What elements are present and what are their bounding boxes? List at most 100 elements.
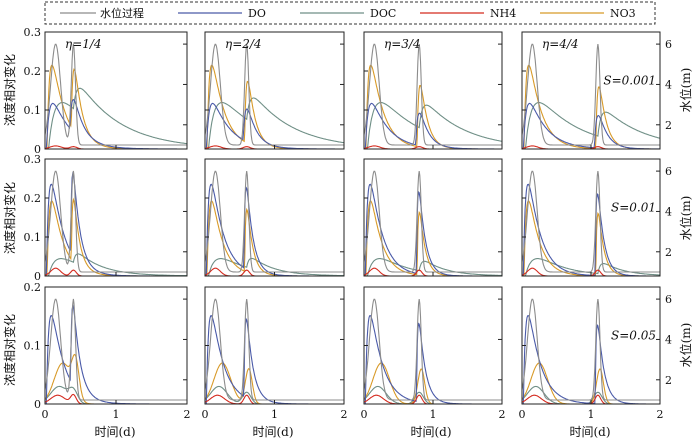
x-tick-label: 0 [42, 408, 49, 421]
x-tick-label: 1 [113, 408, 120, 421]
series-water-level [364, 170, 502, 273]
left-axis-label-row3: 浓度相对变化 [2, 314, 17, 386]
panel-r1-c4: 2 4 6 η=4/4 S=0.001 [521, 31, 672, 150]
panel-frame [44, 286, 188, 405]
series-doc [364, 102, 502, 149]
series-water-level [364, 298, 502, 401]
series-no3 [205, 362, 344, 404]
s-label: S=0.01 [611, 201, 656, 215]
series-nh4 [205, 394, 344, 404]
series-doc [522, 102, 660, 149]
s-label: S=0.001 [603, 74, 656, 88]
panel-r2-c2 [204, 158, 345, 277]
series-doc [205, 97, 344, 149]
panel-r2-c1: 0 0.1 0.2 0.3 [24, 153, 188, 283]
panel-r2-c3 [363, 158, 503, 277]
panel-frame [204, 158, 345, 277]
panel-r3-c4: 0 1 2 2 4 6 S=0.05 [519, 286, 672, 421]
right-axis-label-row3: 水位(m) [678, 323, 693, 368]
right-axis-label-row1: 水位(m) [678, 68, 693, 113]
y-tick-label: 0.1 [24, 104, 42, 117]
series-water-level [45, 170, 187, 273]
series-doc [205, 385, 344, 404]
right-y-tick-label: 6 [665, 38, 672, 51]
x-tick-label: 2 [341, 408, 348, 421]
series-water-level [45, 43, 187, 146]
right-y-tick-label: 2 [665, 119, 672, 132]
panel-frame [363, 158, 503, 277]
x-tick-label: 2 [184, 408, 191, 421]
x-axis-label-col1: 时间(d) [94, 425, 135, 439]
y-tick-label: 0.2 [24, 281, 42, 294]
right-y-tick-label: 4 [665, 205, 672, 218]
series-do [364, 102, 502, 149]
series-water-level [45, 298, 187, 401]
panel-r1-c3: η=3/4 [363, 31, 503, 150]
series-no3 [45, 197, 187, 276]
x-tick-label: 2 [499, 408, 506, 421]
eta-label: η=3/4 [384, 37, 421, 51]
series-do [364, 314, 502, 404]
panel-frame [363, 286, 503, 405]
panel-frame [44, 158, 188, 277]
series-nh4 [364, 394, 502, 404]
series-do [364, 183, 502, 276]
series-water-level [364, 43, 502, 146]
series-nh4 [45, 393, 187, 404]
panel-r3-c3: 0 1 2 [361, 286, 506, 421]
y-tick-label: 0 [34, 398, 41, 411]
right-axis-label-row2: 水位(m) [678, 196, 693, 241]
series-doc [205, 257, 344, 276]
y-tick-label: 0.1 [24, 340, 42, 353]
x-tick-label: 1 [588, 408, 595, 421]
right-y-tick-label: 4 [665, 333, 672, 346]
x-axis-label-col3: 时间(d) [410, 425, 451, 439]
panel-frame [521, 286, 661, 405]
eta-label: η=4/4 [542, 37, 579, 51]
right-y-tick-label: 4 [665, 78, 672, 91]
legend-label-0: 水位过程 [100, 6, 144, 20]
series-nh4 [45, 267, 187, 276]
y-tick-label: 0 [34, 143, 41, 156]
y-tick-label: 0.3 [24, 26, 42, 39]
x-tick-label: 2 [657, 408, 664, 421]
series-doc [45, 87, 187, 149]
series-water-level [205, 43, 344, 146]
series-do [522, 102, 660, 149]
left-axis-label-row2: 浓度相对变化 [2, 182, 17, 254]
y-tick-label: 0 [34, 270, 41, 283]
x-tick-label: 0 [202, 408, 209, 421]
series-water-level [522, 170, 660, 273]
x-axis-label-col2: 时间(d) [252, 425, 293, 439]
y-tick-label: 0.2 [24, 192, 42, 205]
series-no3 [205, 200, 344, 276]
series-doc [364, 385, 502, 404]
series-water-level [522, 43, 660, 146]
y-tick-label: 0.1 [24, 231, 42, 244]
panel-r3-c1: 0 1 2 0 0.1 0.2 [24, 281, 191, 421]
legend-label-3: NH4 [490, 7, 516, 20]
series-no3 [45, 64, 187, 149]
panel-r1-c1: 0 0.1 0.2 0.3 η=1/4 [24, 26, 188, 156]
y-tick-label: 0.3 [24, 153, 42, 166]
legend-label-4: NO3 [610, 7, 636, 20]
panel-frame [204, 286, 345, 405]
y-tick-label: 0.2 [24, 65, 42, 78]
eta-label: η=1/4 [65, 37, 102, 51]
x-tick-label: 0 [519, 408, 526, 421]
legend: 水位过程 DO DOC NH4 NO3 [44, 1, 656, 25]
panel-r1-c2: η=2/4 [204, 31, 345, 150]
right-y-tick-label: 2 [665, 246, 672, 259]
series-water-level [205, 170, 344, 273]
series-water-level [205, 298, 344, 401]
s-label: S=0.05 [611, 329, 656, 343]
panel-frame [521, 158, 661, 277]
right-y-tick-label: 2 [665, 374, 672, 387]
series-nh4 [45, 145, 187, 149]
x-tick-label: 0 [361, 408, 368, 421]
eta-label: η=2/4 [225, 37, 262, 51]
series-do [205, 102, 344, 149]
series-no3 [364, 64, 502, 149]
left-axis-label-row1: 浓度相对变化 [2, 54, 17, 126]
